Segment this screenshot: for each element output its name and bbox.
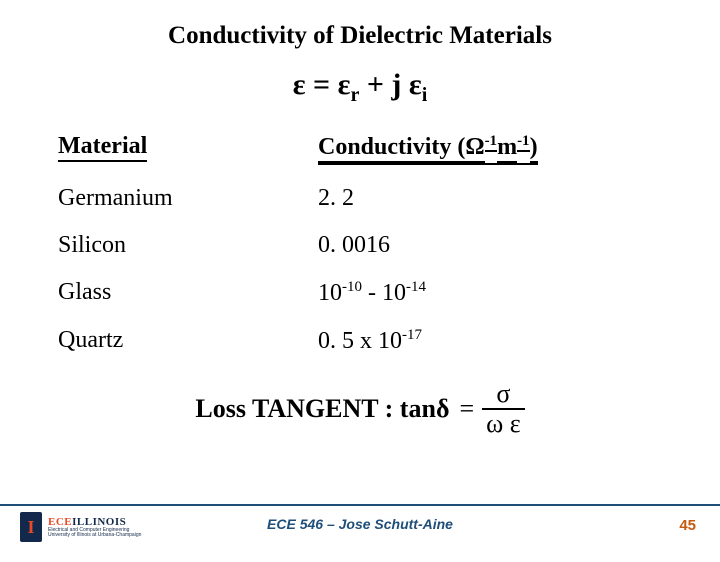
cell-material: Quartz (58, 327, 318, 355)
footer-divider (0, 504, 720, 506)
cell-value: 0. 0016 (318, 232, 662, 259)
table-row: Quartz 0. 5 x 10-17 (58, 327, 662, 355)
table-row: Glass 10-10 - 10-14 (58, 279, 662, 307)
page-number: 45 (679, 517, 696, 534)
cell-material: Glass (58, 279, 318, 307)
table-row: Silicon 0. 0016 (58, 232, 662, 259)
cell-material: Silicon (58, 232, 318, 259)
header-conductivity: Conductivity (Ω-1 m-1) (318, 133, 538, 165)
cell-value: 0. 5 x 10-17 (318, 327, 662, 355)
slide-title: Conductivity of Dielectric Materials (0, 22, 720, 50)
table-row: Germanium 2. 2 (58, 185, 662, 212)
loss-tangent-equation: Loss TANGENT : tanδ = σ ω ε (0, 381, 720, 437)
conductivity-table: Material Conductivity (Ω-1 m-1) Germaniu… (58, 133, 662, 355)
logo-ece: ECE (48, 516, 72, 528)
table-header-row: Material Conductivity (Ω-1 m-1) (58, 133, 662, 165)
permittivity-equation: ε = εr + j εi (0, 68, 720, 107)
logo-subtitle-2: University of Illinois at Urbana-Champai… (48, 533, 141, 538)
ece-illinois-logo: I ECEILLINOIS Electrical and Computer En… (20, 512, 141, 542)
fraction-denominator: ω ε (482, 408, 525, 437)
cell-value: 2. 2 (318, 185, 662, 212)
fraction-numerator: σ (492, 381, 514, 408)
fraction: σ ω ε (482, 381, 525, 437)
cell-material: Germanium (58, 185, 318, 212)
cell-value: 10-10 - 10-14 (318, 279, 662, 307)
header-material: Material (58, 133, 147, 162)
block-i-icon: I (20, 512, 42, 542)
logo-illinois: ILLINOIS (72, 516, 126, 528)
